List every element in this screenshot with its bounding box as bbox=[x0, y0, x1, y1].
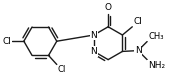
Text: N: N bbox=[135, 46, 141, 55]
Text: CH₃: CH₃ bbox=[148, 32, 164, 41]
Text: Cl: Cl bbox=[2, 37, 11, 46]
Text: O: O bbox=[105, 2, 112, 12]
Text: NH₂: NH₂ bbox=[148, 61, 165, 70]
Text: N: N bbox=[90, 30, 97, 40]
Text: Cl: Cl bbox=[133, 17, 142, 26]
Text: Cl: Cl bbox=[58, 65, 66, 74]
Text: N: N bbox=[90, 47, 97, 56]
